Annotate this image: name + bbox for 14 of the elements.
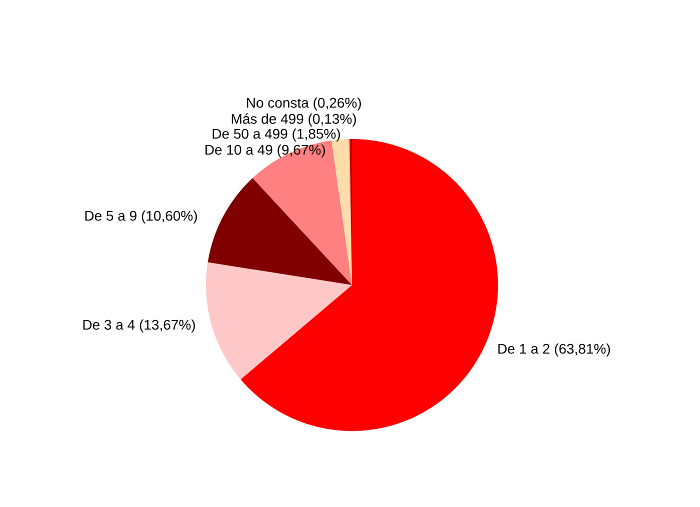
- data-label: (9,67%): [278, 144, 325, 158]
- data-label: (10,60%): [142, 210, 197, 224]
- data-label: (1,85%): [292, 128, 340, 142]
- slice-label: De 3 a 4: [83, 320, 135, 330]
- slice-label: De 1 a 2: [498, 344, 550, 354]
- data-label: (13,67%): [140, 319, 195, 333]
- data-label: (0,13%): [308, 114, 356, 127]
- data-label: (63,81%): [554, 343, 610, 357]
- data-label: (0,26%): [314, 97, 361, 111]
- slice-label: Más de 499: [232, 113, 304, 124]
- slice-label: De 5 a 9: [85, 210, 136, 221]
- slice-label: De 10 a 49: [206, 144, 272, 155]
- slice-label: No consta: [247, 98, 309, 108]
- slice-label: De 50 a 499: [212, 128, 288, 139]
